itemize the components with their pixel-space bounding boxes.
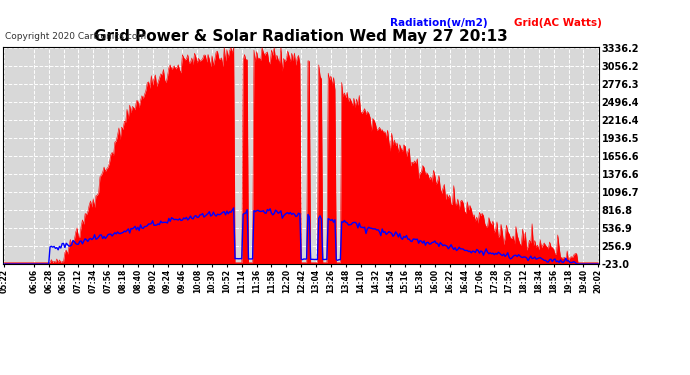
Text: Radiation(w/m2): Radiation(w/m2) xyxy=(390,18,487,28)
Text: Grid(AC Watts): Grid(AC Watts) xyxy=(514,18,602,28)
Title: Grid Power & Solar Radiation Wed May 27 20:13: Grid Power & Solar Radiation Wed May 27 … xyxy=(95,29,508,44)
Text: Copyright 2020 Cartronics.com: Copyright 2020 Cartronics.com xyxy=(5,32,146,41)
